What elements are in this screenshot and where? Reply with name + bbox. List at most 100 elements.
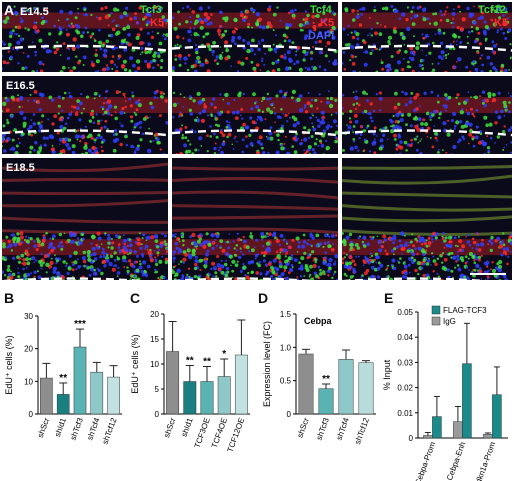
cell-speck: [65, 262, 68, 265]
cell-speck: [402, 13, 405, 16]
cell-speck: [228, 233, 230, 235]
cell-speck: [211, 246, 215, 250]
cell-speck: [303, 106, 307, 109]
cell-speck: [261, 146, 264, 150]
cell-speck: [148, 127, 151, 130]
cell-speck: [504, 37, 508, 40]
cell-speck: [446, 132, 451, 137]
cell-speck: [213, 146, 217, 151]
cell-speck: [88, 273, 92, 277]
cell-speck: [422, 118, 426, 122]
cell-speck: [189, 143, 192, 146]
cell-speck: [358, 71, 361, 72]
x-tick-label: shScr: [295, 416, 311, 439]
cell-speck: [468, 132, 473, 137]
cell-speck: [174, 243, 177, 246]
bar: [200, 381, 214, 415]
cell-speck: [243, 15, 246, 19]
cell-speck: [122, 59, 127, 64]
cell-speck: [459, 10, 462, 13]
cell-speck: [243, 239, 247, 244]
cell-speck: [431, 237, 434, 241]
cell-speck: [179, 93, 182, 96]
cell-speck: [450, 21, 453, 25]
cell-speck: [142, 117, 147, 121]
cell-speck: [22, 258, 26, 262]
cell-speck: [76, 138, 79, 141]
cell-speck: [415, 41, 420, 46]
cell-speck: [435, 232, 439, 236]
cell-speck: [252, 66, 257, 71]
cell-speck: [127, 33, 131, 37]
cell-speck: [255, 105, 260, 109]
significance-mark: **: [186, 356, 194, 367]
cell-speck: [265, 70, 271, 72]
cell-speck: [220, 150, 224, 154]
cell-speck: [388, 277, 394, 280]
cell-speck: [291, 13, 296, 18]
cell-speck: [259, 118, 264, 122]
cell-speck: [228, 254, 233, 259]
cell-speck: [126, 25, 131, 30]
cell-speck: [510, 126, 512, 130]
cell-speck: [477, 140, 482, 145]
cell-speck: [235, 249, 238, 252]
cell-speck: [242, 253, 245, 256]
cell-speck: [503, 125, 506, 128]
cell-speck: [17, 25, 22, 30]
cell-speck: [437, 62, 440, 65]
cell-speck: [164, 99, 168, 103]
cell-speck: [371, 265, 375, 270]
cell-speck: [290, 264, 294, 267]
cell-speck: [157, 64, 160, 67]
cell-speck: [15, 33, 18, 36]
cell-speck: [84, 144, 88, 147]
cell-speck: [440, 57, 444, 61]
cell-speck: [286, 242, 289, 245]
cell-speck: [474, 67, 479, 72]
cell-speck: [322, 260, 327, 266]
cell-speck: [245, 144, 249, 148]
cell-speck: [434, 262, 438, 266]
cell-speck: [48, 134, 54, 139]
cell-speck: [443, 104, 448, 109]
cell-speck: [116, 30, 121, 35]
cell-speck: [459, 256, 464, 261]
cell-speck: [68, 91, 71, 95]
cell-speck: [53, 114, 58, 119]
cell-speck: [450, 256, 453, 259]
cell-speck: [15, 237, 18, 239]
cell-speck: [181, 133, 184, 137]
cell-speck: [409, 124, 413, 128]
cell-speck: [382, 133, 386, 137]
cell-speck: [95, 49, 98, 52]
basement-membrane-line: [342, 277, 489, 280]
cell-speck: [104, 14, 110, 20]
cell-speck: [180, 233, 183, 236]
cell-speck: [188, 108, 193, 112]
x-tick-label: shTcf4: [335, 416, 352, 441]
micrograph-e14-tcf4: [172, 2, 338, 72]
cell-speck: [102, 67, 107, 72]
tissue-layer: [2, 162, 168, 173]
cell-speck: [425, 256, 428, 259]
cell-speck: [195, 275, 198, 278]
cell-speck: [110, 113, 113, 117]
cell-speck: [407, 60, 410, 64]
cell-speck: [409, 97, 412, 100]
cell-speck: [36, 29, 40, 33]
cell-speck: [43, 254, 48, 259]
cell-speck: [430, 71, 434, 72]
cell-speck: [62, 65, 66, 70]
bar: [90, 371, 104, 415]
cell-speck: [216, 28, 222, 33]
cell-speck: [362, 278, 367, 280]
cell-speck: [5, 139, 9, 143]
cell-speck: [342, 51, 346, 54]
cell-speck: [407, 263, 411, 267]
cell-speck: [309, 116, 312, 120]
cell-speck: [468, 244, 472, 247]
cell-speck: [63, 232, 66, 235]
cell-speck: [17, 275, 21, 279]
cell-speck: [493, 9, 497, 13]
